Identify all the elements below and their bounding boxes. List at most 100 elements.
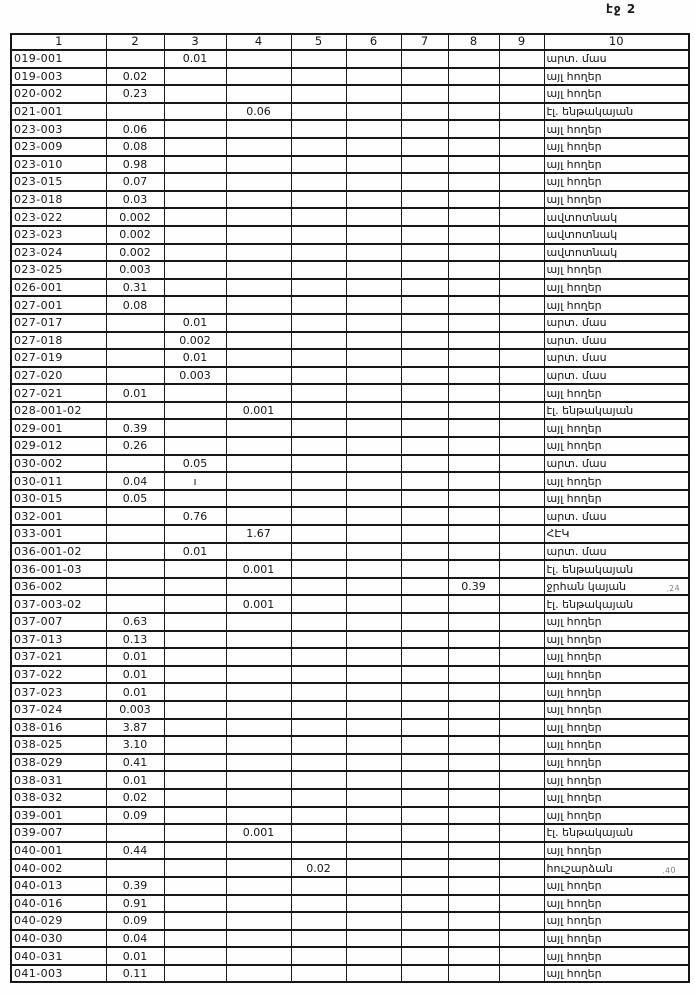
cell-c9 (498, 330, 545, 351)
cell-c7 (400, 154, 449, 175)
table-row: 023-022 0.002 ավտոտնակ (10, 207, 690, 227)
cell-c8 (447, 453, 500, 474)
cell-c10: այլ հողեր (543, 735, 690, 755)
cell-c6 (345, 383, 402, 403)
cell-c3 (163, 242, 227, 263)
cell-c1: 023-015 (10, 172, 107, 192)
cell-c2: 0.39 (105, 418, 165, 439)
cell-c8 (447, 295, 500, 315)
cell-c2: 0.003 (105, 699, 165, 720)
cell-c7 (400, 224, 449, 245)
cell-c4 (225, 752, 292, 773)
cell-c1: 023-018 (10, 189, 107, 210)
cell-c3 (163, 119, 227, 139)
cell-c1: 026-001 (10, 277, 107, 298)
cell-c4 (225, 488, 292, 509)
cell-c7 (400, 770, 449, 790)
cell-c10: էլ. ենթակայան (543, 101, 690, 122)
cell-c7 (400, 119, 449, 139)
cell-c10: այլ հողեր (543, 770, 690, 790)
cell-c4: 0.001 (225, 400, 292, 421)
cell-c1: 019-001 (10, 49, 107, 69)
cell-c9 (498, 101, 545, 122)
cell-c10: այլ հողեր (543, 277, 690, 298)
cell-c8 (447, 471, 500, 491)
cell-c4 (225, 471, 292, 491)
cell-c5 (290, 911, 347, 931)
cell-c3 (163, 893, 227, 914)
cell-c3 (163, 418, 227, 439)
cell-c7 (400, 664, 449, 685)
cell-c3: 0.01 (163, 312, 227, 333)
cell-c4: 0.06 (225, 101, 292, 122)
table-row: 030-015 0.05 այլ հողեր (10, 488, 690, 509)
cell-c2: 0.44 (105, 840, 165, 861)
cell-c7 (400, 647, 449, 667)
cell-c7 (400, 242, 449, 263)
table-row: 026-001 0.31 այլ հողեր (10, 277, 690, 298)
cell-c2 (105, 858, 165, 878)
cell-c8 (447, 436, 500, 456)
cell-c2: 0.002 (105, 224, 165, 245)
cell-c3: 0.01 (163, 49, 227, 69)
cell-c6 (345, 453, 402, 474)
cell-c3 (163, 717, 227, 738)
cell-c9 (498, 717, 545, 738)
cell-c1: 030-011 (10, 471, 107, 491)
cell-c2 (105, 312, 165, 333)
column-header: 5 (290, 33, 347, 51)
table-row: 038-031 0.01 այլ հողեր (10, 770, 690, 790)
cell-c6 (345, 963, 402, 984)
cell-c5 (290, 154, 347, 175)
cell-c8 (447, 717, 500, 738)
cell-c5 (290, 524, 347, 544)
cell-c9 (498, 946, 545, 966)
cell-c9 (498, 524, 545, 544)
cell-c3 (163, 752, 227, 773)
cell-c10: այլ հողեր (543, 787, 690, 808)
cell-c2: 0.26 (105, 436, 165, 456)
cell-c8 (447, 893, 500, 914)
cell-c7 (400, 506, 449, 527)
cell-c1: 030-015 (10, 488, 107, 509)
cell-c7 (400, 559, 449, 579)
cell-c8 (447, 154, 500, 175)
cell-c3 (163, 858, 227, 878)
cell-c4 (225, 207, 292, 227)
table-row: 019-001 0.01 արտ. մաս (10, 49, 690, 69)
cell-c1: 037-023 (10, 682, 107, 702)
cell-c1: 041-003 (10, 963, 107, 984)
cell-c4 (225, 664, 292, 685)
cell-c10: այլ հողեր (543, 682, 690, 702)
cell-c8 (447, 224, 500, 245)
cell-c9 (498, 418, 545, 439)
cell-c5 (290, 348, 347, 368)
cell-c7 (400, 295, 449, 315)
cell-c1: 023-022 (10, 207, 107, 227)
cell-c9 (498, 840, 545, 861)
cell-c7 (400, 400, 449, 421)
cell-c4 (225, 66, 292, 87)
cell-c3 (163, 787, 227, 808)
cell-c7 (400, 875, 449, 896)
cell-c10: արտ. մաս (543, 453, 690, 474)
cell-c7 (400, 576, 449, 597)
cell-c10: այլ հողեր (543, 612, 690, 632)
cell-c3: 0.01 (163, 348, 227, 368)
cell-c9 (498, 506, 545, 527)
cell-c4 (225, 612, 292, 632)
cell-c1: 033-001 (10, 524, 107, 544)
cell-c2: 0.09 (105, 805, 165, 826)
cell-c4 (225, 805, 292, 826)
cell-c9 (498, 488, 545, 509)
cell-c9 (498, 224, 545, 245)
cell-c10: այլ հողեր (543, 647, 690, 667)
cell-c8 (447, 946, 500, 966)
cell-c4 (225, 770, 292, 790)
cell-c9 (498, 576, 545, 597)
cell-c10: այլ հողեր (543, 172, 690, 192)
cell-c5 (290, 66, 347, 87)
cell-c1: 038-031 (10, 770, 107, 790)
cell-c1: 019-003 (10, 66, 107, 87)
cell-c5 (290, 682, 347, 702)
